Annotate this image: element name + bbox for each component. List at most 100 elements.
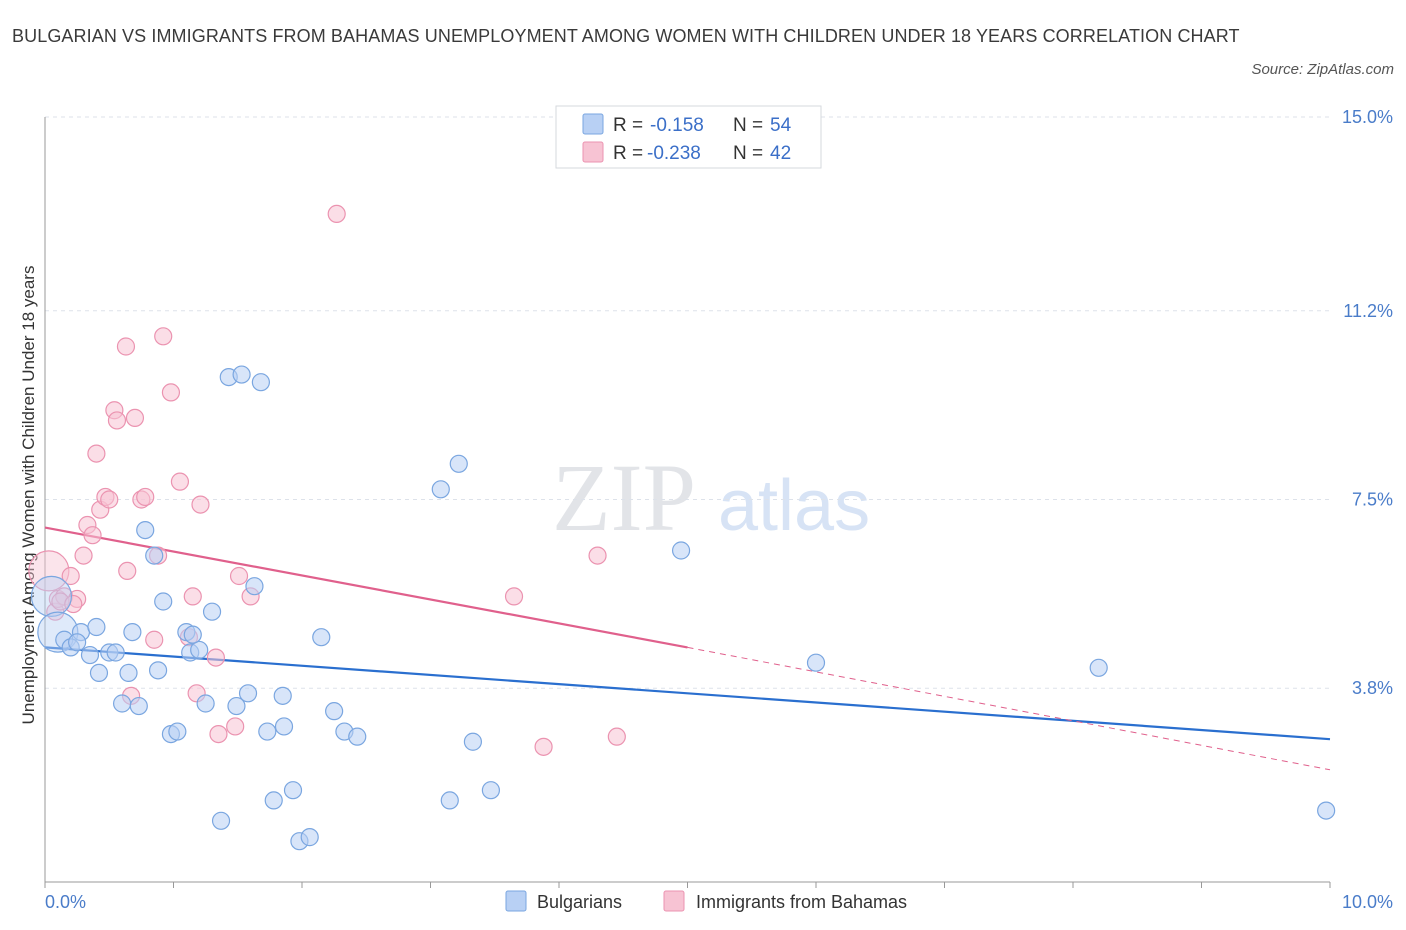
point-bahamas xyxy=(118,561,137,581)
point-bahamas xyxy=(125,408,145,427)
point-bahamas xyxy=(534,737,553,756)
point-bahamas xyxy=(206,648,226,667)
point-bulgarians xyxy=(87,617,106,637)
point-bulgarians xyxy=(481,781,500,800)
point-bulgarians xyxy=(449,454,468,473)
point-bahamas xyxy=(191,495,210,514)
point-bulgarians xyxy=(68,633,87,652)
source-label: Source: ZipAtlas.com xyxy=(1251,61,1394,78)
point-bahamas xyxy=(327,204,346,223)
point-bulgarians xyxy=(232,365,251,384)
point-bulgarians xyxy=(312,628,331,647)
point-bulgarians xyxy=(325,702,344,721)
point-bulgarians xyxy=(196,694,215,713)
point-bulgarians xyxy=(190,640,209,660)
point-bulgarians xyxy=(283,781,303,800)
point-bulgarians xyxy=(671,541,691,560)
point-bulgarians xyxy=(245,577,264,596)
y-tick-label: 3.8% xyxy=(1352,678,1393,698)
y-tick-label: 11.2% xyxy=(1343,301,1393,321)
point-bulgarians xyxy=(183,625,202,644)
bottom-legend-label-bahamas: Immigrants from Bahamas xyxy=(696,892,907,912)
point-bahamas xyxy=(229,566,249,586)
x-tick-label-1: 10.0% xyxy=(1342,892,1393,912)
points-bulgarians xyxy=(30,365,1336,851)
point-bulgarians xyxy=(1317,801,1336,820)
bottom-legend: Bulgarians Immigrants from Bahamas xyxy=(505,890,907,912)
point-bulgarians xyxy=(80,645,100,665)
point-bulgarians xyxy=(348,727,367,746)
legend-n-label-1: N = xyxy=(733,115,763,136)
y-tick-label: 7.5% xyxy=(1352,490,1393,510)
point-bulgarians xyxy=(30,575,73,618)
point-bulgarians xyxy=(89,663,109,683)
legend-swatch-blue xyxy=(582,113,604,135)
point-bahamas xyxy=(161,383,181,402)
point-bahamas xyxy=(107,411,127,430)
point-bulgarians xyxy=(273,686,292,705)
point-bahamas xyxy=(170,472,190,491)
watermark-atlas: atlas xyxy=(718,466,870,546)
legend-n-value-2: 42 xyxy=(770,143,791,164)
point-bahamas xyxy=(100,490,119,509)
point-bulgarians xyxy=(145,546,164,565)
legend-r-label-2: R = xyxy=(613,143,643,164)
point-bulgarians xyxy=(431,480,450,499)
axis-ticks: 3.8% 7.5% 11.2% 15.0% xyxy=(44,107,1393,888)
point-bulgarians xyxy=(238,684,258,703)
point-bulgarians xyxy=(258,722,277,741)
point-bahamas xyxy=(87,444,106,463)
point-bulgarians xyxy=(129,696,148,716)
point-bahamas xyxy=(183,587,202,606)
point-bulgarians xyxy=(274,717,294,736)
grid-lines xyxy=(45,116,1330,689)
point-bulgarians xyxy=(136,520,155,540)
point-bahamas xyxy=(61,566,80,586)
legend-r-label-1: R = xyxy=(613,115,643,136)
point-bulgarians xyxy=(264,791,283,810)
legend-r-value-1: -0.158 xyxy=(650,115,704,136)
point-bulgarians xyxy=(440,791,459,810)
point-bulgarians xyxy=(1089,658,1108,677)
point-bulgarians xyxy=(227,696,246,716)
point-bulgarians xyxy=(463,732,483,751)
point-bahamas xyxy=(116,337,136,356)
legend-n-value-1: 54 xyxy=(770,115,792,136)
legend-r-value-2: -0.238 xyxy=(647,143,701,164)
trend-line-bahamas-extension xyxy=(687,646,1331,771)
point-bahamas xyxy=(136,487,155,507)
chart-title: BULGARIAN VS IMMIGRANTS FROM BAHAMAS UNE… xyxy=(12,26,1240,46)
point-bulgarians xyxy=(806,653,826,672)
point-bulgarians xyxy=(106,643,125,662)
point-bulgarians xyxy=(202,602,222,621)
point-bahamas xyxy=(588,546,607,565)
point-bulgarians xyxy=(211,811,231,830)
point-bulgarians xyxy=(123,622,142,642)
legend-box: R = -0.158 N = 54 R = -0.238 N = 42 xyxy=(555,105,822,169)
bottom-legend-label-bulgarians: Bulgarians xyxy=(537,892,622,912)
point-bahamas xyxy=(154,327,173,346)
point-bahamas xyxy=(504,587,524,606)
point-bahamas xyxy=(145,630,164,649)
point-bahamas xyxy=(209,724,228,744)
legend-n-label-2: N = xyxy=(733,143,763,164)
point-bulgarians xyxy=(154,592,173,611)
point-bulgarians xyxy=(148,661,168,680)
x-tick-label-0: 0.0% xyxy=(45,892,86,912)
point-bulgarians xyxy=(168,722,187,741)
watermark-zip: ZIP xyxy=(552,444,696,551)
point-bulgarians xyxy=(119,663,138,683)
legend-swatch-pink xyxy=(582,141,604,163)
point-bulgarians xyxy=(300,828,319,847)
point-bulgarians xyxy=(112,694,132,713)
y-axis-title: Unemployment Among Women with Children U… xyxy=(19,266,38,725)
point-bahamas xyxy=(226,717,245,736)
points-bahamas xyxy=(28,204,626,756)
point-bahamas xyxy=(83,526,102,545)
y-tick-label: 15.0% xyxy=(1342,107,1393,127)
bottom-legend-swatch-pink xyxy=(663,890,685,912)
point-bulgarians xyxy=(251,373,270,392)
trend-line-bulgarians xyxy=(44,646,1331,741)
point-bahamas xyxy=(74,546,93,565)
